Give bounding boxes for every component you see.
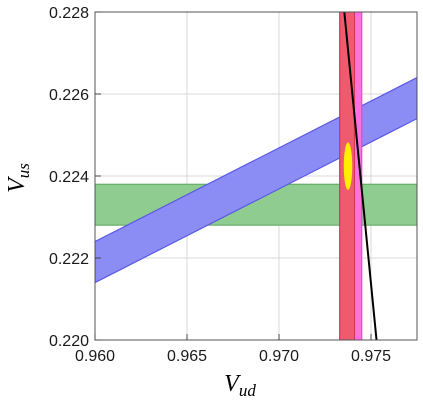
yellow-ellipse <box>343 142 353 190</box>
y-axis-label: Vus <box>4 163 33 193</box>
x-axis-label-main: V <box>224 371 241 397</box>
ticks: 0.960 0.965 0.970 0.975 0.220 0.222 0.224 0.226… <box>49 5 391 365</box>
constraint-line <box>343 12 378 340</box>
y-axis-label-sub: us <box>14 163 33 179</box>
bands <box>95 12 417 340</box>
y-tick-label-1: 0.222 <box>49 251 89 268</box>
y-tick-label-3: 0.226 <box>49 87 89 104</box>
y-tick-label-2: 0.224 <box>49 169 89 186</box>
y-axis-label-main: V <box>4 176 30 193</box>
x-axis-label-sub: ud <box>239 381 257 400</box>
x-tick-label-0: 0.960 <box>75 348 115 365</box>
x-tick-label-3: 0.975 <box>351 348 391 365</box>
y-tick-label-4: 0.228 <box>49 5 89 22</box>
x-axis-label: Vud <box>224 371 256 400</box>
x-tick-label-2: 0.970 <box>259 348 299 365</box>
y-tick-label-0: 0.220 <box>49 333 89 350</box>
diagonal-band-1 <box>95 76 417 284</box>
x-tick-label-1: 0.965 <box>167 348 207 365</box>
